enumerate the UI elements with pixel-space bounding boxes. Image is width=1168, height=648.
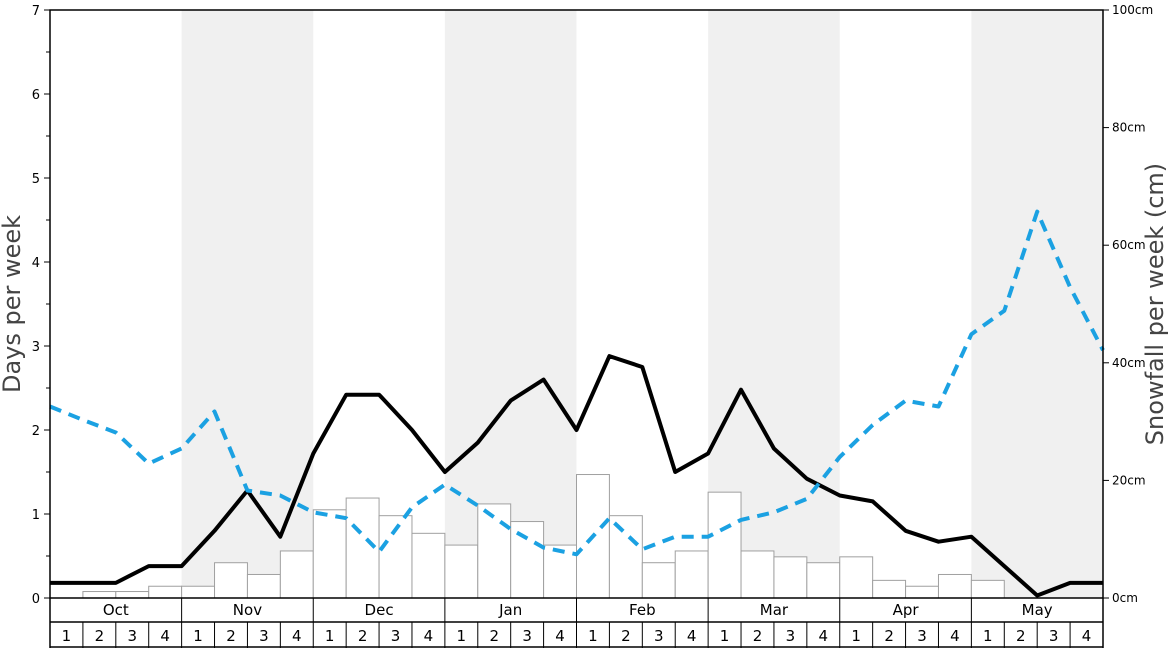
- month-label: Apr: [893, 601, 920, 619]
- snowfall-bar: [148, 585, 183, 599]
- left-tick-label: 0: [32, 592, 40, 607]
- snowfall-bar: [312, 509, 347, 599]
- snowfall-bar: [246, 573, 281, 599]
- week-label: 4: [424, 627, 434, 645]
- week-label: 1: [193, 627, 203, 645]
- month-label: May: [1022, 601, 1053, 619]
- dashed-series-line: [49, 209, 1105, 557]
- x-axis-table: Oct 1 2 3 4 Nov 1 2 3 4 Dec 1 2 3 4 Jan 1 2 3 4 Feb 1 2 3 4 Mar 1 2…: [49, 598, 1104, 648]
- week-label: 4: [687, 627, 697, 645]
- week-label: 3: [259, 627, 269, 645]
- week-label: 3: [786, 627, 796, 645]
- week-label: 3: [391, 627, 401, 645]
- snowfall-bar: [214, 562, 248, 599]
- left-tick-label: 6: [32, 88, 40, 103]
- week-label: 1: [325, 627, 335, 645]
- snowfall-bar: [937, 573, 972, 599]
- week-label: 1: [62, 627, 72, 645]
- shade-may: [971, 10, 1103, 598]
- series-lines: [49, 209, 1105, 598]
- snowfall-bar: [115, 591, 150, 599]
- left-tick-label: 5: [32, 172, 40, 187]
- snowfall-bar: [872, 579, 907, 599]
- right-tick-label: 0cm: [1112, 591, 1138, 605]
- week-label: 3: [1049, 627, 1059, 645]
- month-label: Nov: [233, 601, 262, 619]
- right-tick-label: 80cm: [1112, 121, 1146, 135]
- snowfall-bar: [707, 491, 742, 599]
- week-label: 2: [95, 627, 105, 645]
- month-label: Dec: [365, 601, 394, 619]
- snowfall-bar: [543, 544, 577, 599]
- left-tick-label: 4: [32, 256, 40, 271]
- snowfall-bar: [674, 550, 709, 599]
- week-label: 2: [1016, 627, 1026, 645]
- month-label: Mar: [760, 601, 789, 619]
- week-label: 1: [851, 627, 861, 645]
- week-label: 1: [457, 627, 467, 645]
- week-label: 1: [588, 627, 598, 645]
- week-label: 2: [884, 627, 894, 645]
- snowfall-bar: [279, 550, 314, 599]
- left-tick-label: 2: [32, 424, 40, 439]
- left-tick-label: 7: [32, 4, 40, 19]
- snowfall-bar: [444, 544, 479, 599]
- week-label: 4: [950, 627, 960, 645]
- right-tick-label: 100cm: [1112, 3, 1153, 17]
- right-tick-label: 40cm: [1112, 356, 1146, 370]
- snowfall-bar: [641, 562, 676, 599]
- week-label: 2: [226, 627, 236, 645]
- month-label: Oct: [103, 601, 129, 619]
- week-label: 2: [753, 627, 763, 645]
- week-label: 2: [358, 627, 368, 645]
- right-tick-label: 60cm: [1112, 238, 1146, 252]
- left-tick-label: 1: [32, 508, 40, 523]
- snowfall-bar: [740, 550, 775, 599]
- right-axis-title: Snowfall per week (cm): [1141, 163, 1168, 445]
- week-label: 4: [1082, 627, 1092, 645]
- snowfall-bar: [839, 556, 874, 599]
- week-label: 4: [292, 627, 302, 645]
- snowfall-bar: [608, 515, 643, 599]
- week-label: 3: [917, 627, 927, 645]
- snowfall-bar: [411, 532, 446, 599]
- left-tick-label: 3: [32, 340, 40, 355]
- axis-titles: Days per week Snowfall per week (cm): [0, 163, 1168, 445]
- snowfall-bar: [905, 585, 939, 599]
- snowfall-bar: [82, 591, 117, 599]
- snowfall-bar: [181, 585, 216, 599]
- week-label: 4: [160, 627, 170, 645]
- month-label: Feb: [629, 601, 656, 619]
- snowfall-bar: [773, 556, 808, 599]
- snowfall-bar: [477, 503, 512, 599]
- snowfall-bar: [510, 521, 545, 599]
- week-label: 4: [819, 627, 829, 645]
- week-label: 3: [522, 627, 532, 645]
- week-label: 4: [555, 627, 565, 645]
- week-label: 2: [489, 627, 499, 645]
- shade-nov: [181, 10, 314, 598]
- axes: 0 1 2 3 4 5 6 7 0cm 20cm 40cm 60cm 80cm 100cm: [32, 3, 1153, 607]
- snowfall-bar: [806, 562, 841, 599]
- week-label: 3: [654, 627, 664, 645]
- week-label: 2: [621, 627, 631, 645]
- solid-series-line: [50, 354, 1103, 598]
- right-tick-label: 20cm: [1112, 473, 1146, 487]
- month-label: Jan: [498, 601, 522, 619]
- week-label: 1: [983, 627, 993, 645]
- month-shading: [181, 10, 1103, 598]
- left-axis-title: Days per week: [0, 215, 26, 393]
- week-label: 3: [127, 627, 137, 645]
- snowfall-bar: [970, 579, 1005, 599]
- week-label: 1: [720, 627, 730, 645]
